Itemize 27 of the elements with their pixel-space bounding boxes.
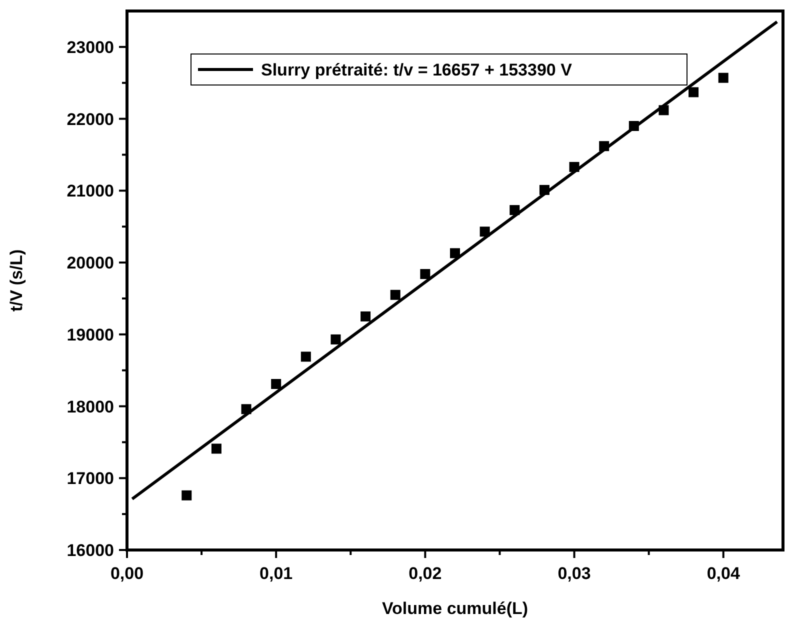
x-tick-label: 0,04 [706, 564, 740, 583]
point [211, 444, 222, 454]
point [182, 490, 192, 500]
y-tick-label: 16000 [66, 541, 114, 560]
legend-label: Slurry prétraité: t/v = 16657 + 153390 V [261, 60, 573, 80]
x-tick-label: 0,01 [260, 564, 293, 583]
y-axis-title: t/V (s/L) [7, 249, 26, 312]
point [300, 352, 311, 362]
x-tick-label: 0,02 [408, 564, 442, 583]
point [360, 311, 371, 322]
x-tick-label: 0,03 [558, 564, 591, 583]
point [420, 269, 430, 280]
y-tick-label: 19000 [66, 325, 114, 344]
point [688, 87, 699, 98]
point [718, 72, 728, 83]
x-tick-label: 0,00 [110, 564, 144, 583]
point [450, 248, 460, 258]
point [390, 290, 400, 300]
x-axis-title: Volume cumulé(L) [382, 599, 528, 618]
y-tick-label: 17000 [66, 469, 114, 488]
y-tick-label: 22000 [66, 110, 114, 129]
y-tick-label: 18000 [66, 397, 114, 416]
point [330, 334, 341, 344]
y-tick-label: 21000 [66, 182, 114, 201]
point [271, 378, 282, 389]
y-tick-label: 23000 [66, 38, 114, 57]
y-tick-label: 20000 [66, 254, 114, 273]
